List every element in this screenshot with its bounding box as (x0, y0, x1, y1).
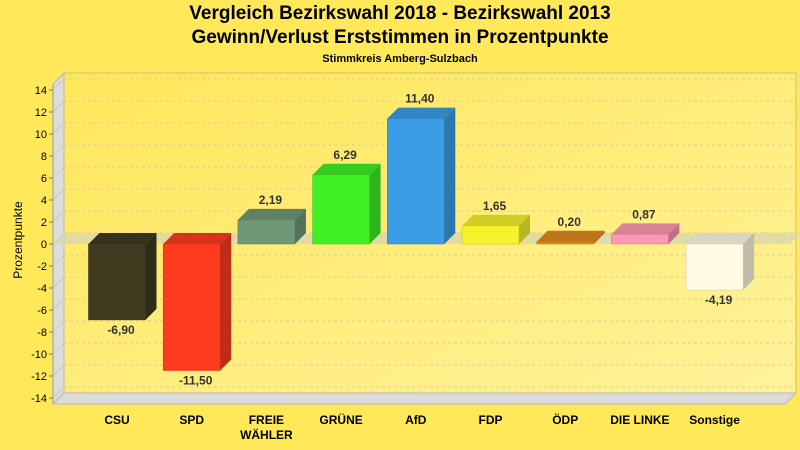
y-tick-label: 0 (41, 239, 47, 251)
gridline-side (52, 144, 65, 157)
y-tick-label: -12 (31, 371, 47, 383)
gridline-side (52, 100, 65, 113)
bar-top (163, 233, 232, 244)
gridline-side (52, 210, 65, 223)
gridline-side (52, 276, 65, 289)
bar-grüne (312, 174, 370, 245)
data-label: 1,65 (483, 199, 507, 213)
bar-side (668, 223, 680, 244)
bar-top (462, 214, 530, 226)
y-tick-label: 2 (41, 217, 47, 229)
x-tick-label: FREIE (249, 413, 284, 427)
data-label: 0,87 (632, 207, 656, 221)
chart-subtitle: Gewinn/Verlust Erststimmen in Prozentpun… (191, 27, 609, 48)
bar-sonstige (685, 243, 744, 291)
y-tick-label: 14 (35, 85, 47, 97)
gridline-side (52, 364, 65, 377)
y-tick-label: -6 (37, 305, 47, 317)
bar-side (519, 214, 530, 244)
data-label: 11,40 (405, 92, 435, 106)
y-tick-label: 12 (35, 107, 47, 119)
bar-side (369, 163, 381, 244)
bar-csu (88, 243, 146, 321)
bar-spd (162, 243, 221, 371)
x-tick-label: WÄHLER (240, 427, 293, 442)
data-label: -6,90 (107, 323, 135, 337)
chart-subtitle-2: Stimmkreis Amberg-Sulzbach (322, 53, 478, 65)
y-tick-label: 8 (41, 151, 47, 163)
bar-side (294, 208, 306, 244)
bar-side (743, 233, 755, 291)
gridline-side (52, 320, 65, 333)
x-tick-label: DIE LINKE (610, 413, 669, 427)
data-label: 6,29 (333, 148, 357, 162)
x-tick-label: ÖDP (552, 412, 578, 427)
bar-side (444, 107, 456, 244)
y-tick-label: -2 (37, 261, 47, 273)
x-tick-label: AfD (405, 413, 427, 427)
gridline-side (52, 298, 65, 311)
x-tick-label: FDP (479, 413, 503, 427)
x-tick-label: SPD (179, 413, 204, 427)
gridline-side (52, 342, 65, 355)
bar-fdp (461, 225, 520, 245)
bar-top (686, 233, 755, 244)
y-tick-label: -14 (31, 393, 47, 405)
y-tick-label: 10 (35, 129, 47, 141)
bar-side (145, 233, 157, 320)
bar-top (611, 223, 680, 235)
bar-top (312, 163, 381, 175)
plot-floor (51, 392, 798, 405)
gridline-side (52, 254, 65, 267)
x-tick-label: GRÜNE (319, 412, 362, 427)
bar-die-linke (611, 234, 669, 245)
bar-top (536, 230, 605, 242)
y-axis-label: Prozentpunkte (11, 201, 25, 279)
y-tick-label: -4 (37, 283, 47, 295)
data-label: -4,19 (705, 293, 733, 307)
gridline-side (52, 78, 65, 91)
gridline-side (52, 122, 65, 135)
chart-title: Vergleich Bezirkswahl 2018 - Bezirkswahl… (189, 3, 611, 24)
bar-freie-wähler (237, 219, 296, 245)
bar-side (593, 230, 605, 244)
data-label: -11,50 (179, 374, 213, 388)
bar-top (387, 107, 456, 119)
bar-top (237, 208, 306, 220)
bar-ödp (536, 241, 594, 245)
data-label: 0,20 (558, 215, 582, 229)
y-tick-label: 4 (41, 195, 47, 207)
bar-afd (387, 118, 445, 245)
data-label: 2,19 (259, 193, 283, 207)
x-tick-label: Sonstige (689, 413, 740, 427)
x-tick-label: CSU (104, 413, 129, 427)
gridline-side (52, 386, 65, 399)
y-tick-label: -10 (31, 349, 47, 361)
y-tick-label: 6 (41, 173, 47, 185)
bar-top (88, 233, 157, 244)
gridline-side (52, 166, 65, 179)
gridline-side (52, 188, 65, 201)
bar-side (220, 233, 232, 371)
y-tick-label: -8 (37, 327, 47, 339)
